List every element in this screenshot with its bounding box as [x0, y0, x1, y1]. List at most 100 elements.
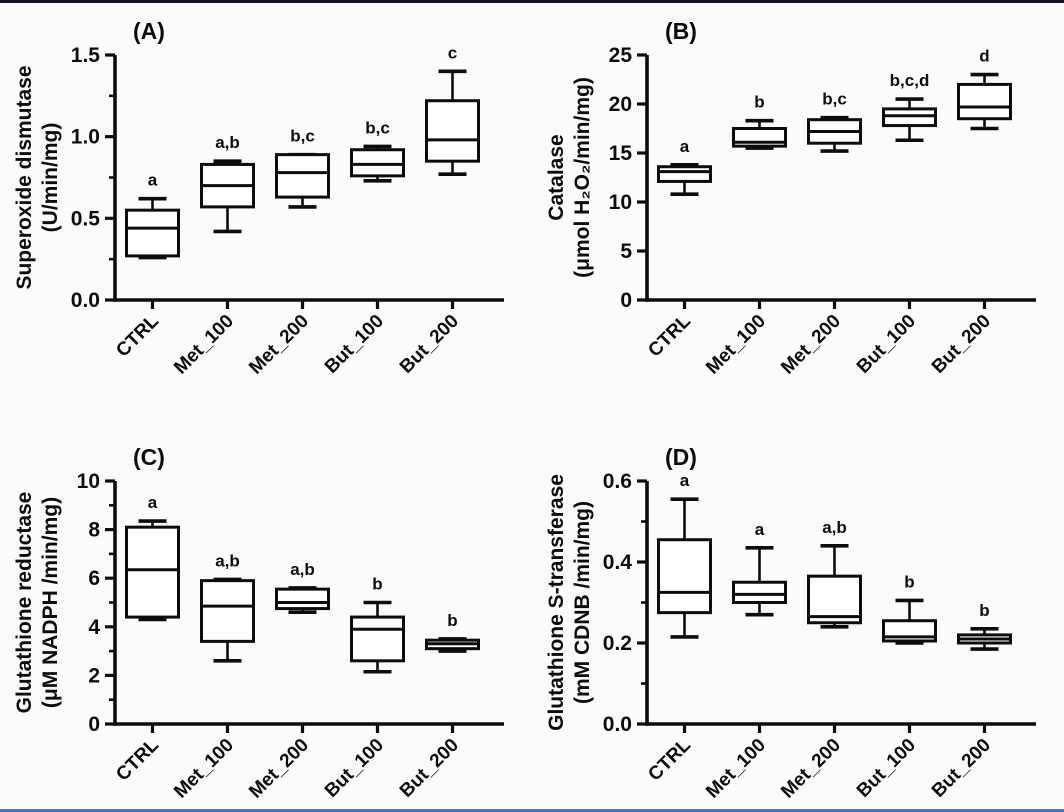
significance-label: b	[372, 575, 382, 594]
y-axis-label-line: (μmol H₂O₂/min/mg)	[571, 77, 594, 278]
y-axis-label-line: (μM NADPH /min/mg)	[39, 497, 62, 708]
x-tick-label: CTRL	[112, 310, 163, 361]
x-axis-ticks: CTRL Met_100 Met_200 But_100 But_200	[644, 300, 995, 379]
significance-label: a	[148, 493, 158, 512]
x-axis-ticks: CTRL Met_100 Met_200 But_100 But_200	[644, 724, 995, 803]
significance-label: a	[680, 471, 690, 490]
y-tick-label: 25	[609, 44, 633, 67]
panel-d-glutathione-s-transferase-chart: 0.0 0.2 0.4 0.6 Glutathione S-transferase (mM…	[545, 444, 1036, 803]
y-tick-label: 4	[88, 616, 100, 639]
panel-c-glutathione-reductase-chart: 0 2 4 6 8 10 Glutathione reductase (μM NADPH /m…	[13, 444, 504, 803]
y-tick-label: 10	[77, 470, 100, 493]
y-tick-label: 8	[88, 519, 100, 542]
y-axis-ticks: 0 5 10 15 20 25	[609, 44, 647, 312]
significance-label: c	[448, 43, 457, 62]
panel-grid: 0.0 0.5 1.0 1.5 Superoxide dismutase (U/min/m…	[0, 3, 1064, 809]
y-tick-label: 5	[620, 240, 632, 263]
y-tick-label: 0.2	[603, 632, 632, 655]
box-plot-Met_200	[807, 544, 862, 629]
significance-label: a,b	[215, 551, 240, 570]
x-tick-label: CTRL	[644, 310, 695, 361]
y-tick-label: 0	[88, 713, 100, 736]
significance-label: a,b	[822, 518, 847, 537]
box-plot-CTRL	[125, 196, 180, 260]
significance-label: a	[755, 520, 765, 539]
x-tick-label: Met_200	[245, 735, 313, 803]
y-tick-label: 15	[609, 142, 633, 165]
top-border-line	[0, 0, 1064, 3]
x-tick-label: Met_100	[702, 311, 770, 379]
y-axis-ticks: 0.0 0.2 0.4 0.6	[603, 470, 647, 736]
panel-label: (C)	[133, 444, 165, 470]
significance-label: b	[904, 572, 914, 591]
box-plot-But_200	[957, 72, 1012, 131]
significance-label: a,b	[290, 560, 315, 579]
y-tick-label: 0.4	[603, 551, 633, 574]
y-axis-ticks: 0 2 4 6 8 10	[77, 470, 115, 736]
x-tick-label: Met_200	[777, 311, 845, 379]
box-plot-But_100	[882, 97, 937, 143]
box-plot-But_100	[350, 144, 405, 183]
y-tick-label: 6	[88, 567, 100, 590]
x-axis-ticks: CTRL Met_100 Met_200 But_100 But_200	[112, 724, 463, 803]
y-axis-label-line: Catalase	[545, 134, 568, 220]
box-plot-But_200	[425, 69, 480, 177]
x-tick-label: Met_100	[702, 735, 770, 803]
significance-label: b,c,d	[890, 71, 930, 90]
significance-label: a	[680, 137, 690, 156]
x-tick-label: But_100	[853, 735, 920, 802]
significance-label: b	[754, 93, 764, 112]
y-tick-label: 1.5	[71, 44, 101, 67]
box-plot-But_100	[882, 598, 937, 645]
x-tick-label: But_100	[321, 311, 388, 378]
box-plot-But_200	[957, 627, 1012, 651]
y-tick-label: 0.0	[71, 289, 100, 312]
x-tick-label: But_200	[928, 735, 995, 802]
significance-label: b	[979, 601, 989, 620]
x-tick-label: But_200	[928, 311, 995, 378]
x-axis-ticks: CTRL Met_100 Met_200 But_100 But_200	[112, 300, 463, 379]
y-axis-ticks: 0.0 0.5 1.0 1.5	[71, 44, 115, 312]
y-tick-label: 1.0	[71, 126, 100, 149]
x-tick-label: Met_200	[777, 735, 845, 803]
x-tick-label: CTRL	[644, 734, 695, 785]
significance-label: a	[148, 171, 158, 190]
y-tick-label: 0.0	[603, 713, 632, 736]
box-plot-Met_100	[732, 546, 787, 617]
significance-label: d	[979, 47, 989, 66]
y-axis-label-line: Glutathione S-transferase	[545, 474, 568, 731]
box-plot-CTRL	[657, 162, 712, 196]
box-plot-Met_200	[275, 152, 330, 209]
x-tick-label: Met_100	[170, 311, 238, 379]
y-axis-label-line: (U/min/mg)	[39, 123, 62, 233]
x-tick-label: Met_200	[245, 311, 313, 379]
y-tick-label: 20	[609, 93, 632, 116]
panel-a-superoxide-dismutase-chart: 0.0 0.5 1.0 1.5 Superoxide dismutase (U/min/m…	[13, 18, 504, 379]
panel-label: (D)	[665, 444, 697, 470]
box-plot-Met_200	[807, 115, 862, 153]
significance-label: a,b	[215, 133, 240, 152]
box-plot-But_200	[425, 637, 480, 653]
panel-b-catalase-chart: 0 5 10 15 20 25 Catalase (μmol H₂O₂/min/mg) (B) C…	[545, 18, 1036, 379]
y-tick-label: 10	[609, 191, 632, 214]
significance-label: b,c	[290, 127, 315, 146]
axes	[645, 55, 1036, 302]
significance-label: b	[447, 611, 457, 630]
box-plot-Met_100	[200, 159, 255, 234]
y-tick-label: 0	[620, 289, 632, 312]
y-axis-label-line: Superoxide dismutase	[13, 65, 36, 289]
y-axis-label-line: (mM CDNB /min/mg)	[571, 501, 594, 704]
x-tick-label: Met_100	[170, 735, 238, 803]
box-plot-Met_100	[732, 118, 787, 150]
box-plot-Met_200	[275, 586, 330, 615]
box-plot-But_100	[350, 600, 405, 674]
y-tick-label: 2	[88, 664, 100, 687]
significance-label: b,c	[365, 118, 390, 137]
y-tick-label: 0.6	[603, 470, 632, 493]
box-plot-Met_100	[200, 577, 255, 663]
x-tick-label: But_200	[396, 311, 463, 378]
panel-label: (A)	[133, 18, 165, 44]
x-tick-label: But_100	[853, 311, 920, 378]
x-tick-label: But_100	[321, 735, 388, 802]
